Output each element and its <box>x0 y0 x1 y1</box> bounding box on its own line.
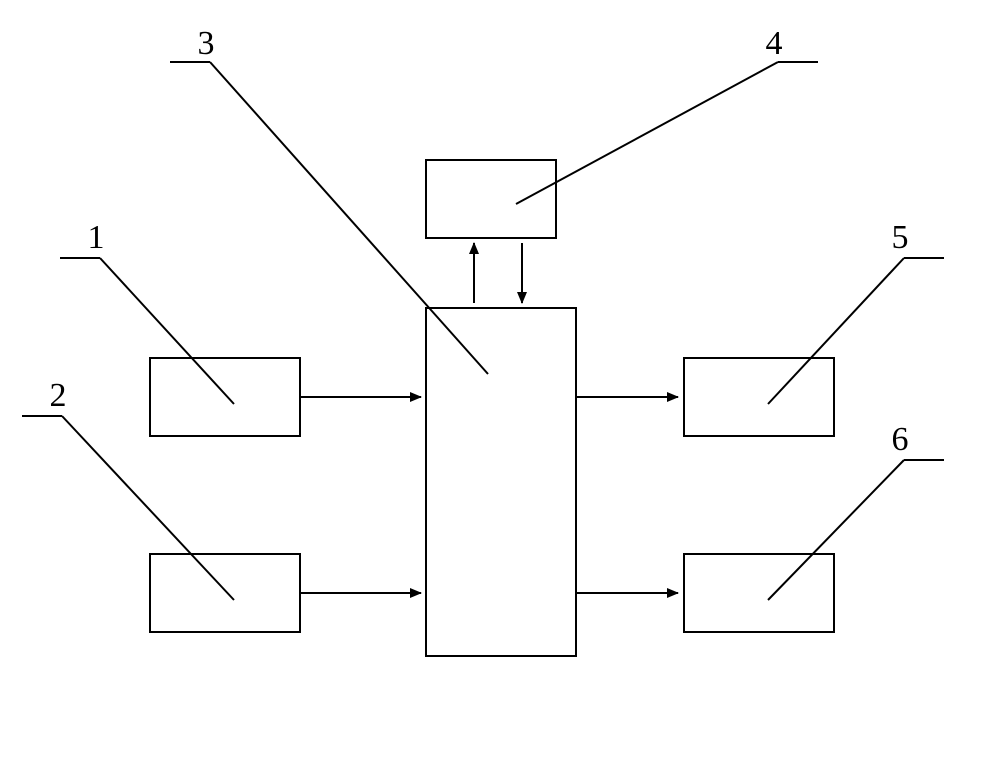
box-5 <box>684 358 834 436</box>
box-3-central <box>426 308 576 656</box>
label-1: 1 <box>88 219 105 256</box>
label-3: 3 <box>198 25 215 62</box>
label-5: 5 <box>892 219 909 256</box>
leader-line-5 <box>768 258 904 404</box>
box-1 <box>150 358 300 436</box>
leader-line-6 <box>768 460 904 600</box>
boxes-group <box>150 160 834 656</box>
leader-line-4 <box>516 62 778 204</box>
box-6 <box>684 554 834 632</box>
label-6: 6 <box>892 421 909 458</box>
block-diagram: 1 2 3 4 5 6 <box>0 0 1000 781</box>
label-4: 4 <box>766 25 783 62</box>
box-2 <box>150 554 300 632</box>
leader-line-2 <box>62 416 234 600</box>
label-2: 2 <box>50 377 67 414</box>
box-4-top <box>426 160 556 238</box>
